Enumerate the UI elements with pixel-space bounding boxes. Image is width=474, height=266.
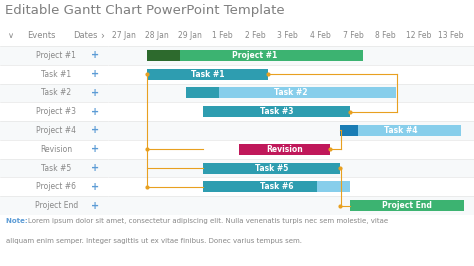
Text: +: +: [91, 50, 99, 60]
Bar: [147, 69, 268, 80]
Text: Editable Gantt Chart PowerPoint Template: Editable Gantt Chart PowerPoint Template: [5, 4, 284, 17]
Bar: [0, 177, 108, 196]
Text: +: +: [91, 182, 99, 192]
Bar: [203, 106, 350, 117]
Bar: [108, 177, 474, 196]
Text: 13 Feb: 13 Feb: [438, 31, 464, 40]
Bar: [108, 102, 474, 121]
Text: +: +: [91, 107, 99, 117]
Text: +: +: [91, 201, 99, 211]
Text: 4 Feb: 4 Feb: [310, 31, 331, 40]
Text: Project #1: Project #1: [232, 51, 278, 60]
Text: Task #4: Task #4: [384, 126, 417, 135]
Bar: [0, 121, 108, 140]
Text: Task #6: Task #6: [260, 182, 293, 191]
Bar: [0, 84, 108, 102]
Bar: [219, 88, 396, 98]
Bar: [186, 88, 219, 98]
Text: 2 Feb: 2 Feb: [245, 31, 265, 40]
Text: Revision: Revision: [40, 145, 72, 154]
Text: 27 Jan: 27 Jan: [112, 31, 137, 40]
Bar: [317, 181, 350, 192]
Text: aliquam enim semper. Integer sagittis ut ex vitae finibus. Donec varius tempus s: aliquam enim semper. Integer sagittis ut…: [6, 238, 301, 244]
Text: Project #4: Project #4: [36, 126, 76, 135]
Bar: [0, 65, 108, 84]
Text: Task #1: Task #1: [191, 70, 224, 79]
Bar: [180, 50, 363, 61]
Text: 8 Feb: 8 Feb: [375, 31, 396, 40]
Text: Project End: Project End: [382, 201, 432, 210]
Bar: [350, 200, 464, 211]
Text: 7 Feb: 7 Feb: [343, 31, 364, 40]
Text: Project #6: Project #6: [36, 182, 76, 191]
Bar: [358, 125, 461, 136]
Text: Task #2: Task #2: [41, 88, 71, 97]
Text: +: +: [91, 163, 99, 173]
Text: +: +: [91, 126, 99, 135]
Text: Revision: Revision: [266, 145, 303, 154]
Text: ∨: ∨: [8, 31, 14, 40]
Text: 29 Jan: 29 Jan: [178, 31, 201, 40]
Bar: [0, 46, 108, 65]
Bar: [0, 102, 108, 121]
Text: ›: ›: [100, 31, 104, 41]
Text: Project End: Project End: [35, 201, 78, 210]
Text: Project #3: Project #3: [36, 107, 76, 116]
Bar: [108, 121, 474, 140]
Bar: [203, 163, 340, 173]
Bar: [147, 50, 180, 61]
Text: 12 Feb: 12 Feb: [406, 31, 431, 40]
Text: 28 Jan: 28 Jan: [145, 31, 169, 40]
Text: Task #5: Task #5: [41, 164, 71, 173]
Bar: [0, 159, 108, 177]
Bar: [108, 140, 474, 159]
Text: Task #1: Task #1: [41, 70, 71, 79]
Text: +: +: [91, 88, 99, 98]
Text: +: +: [91, 144, 99, 154]
Text: Lorem ipsum dolor sit amet, consectetur adipiscing elit. Nulla venenatis turpis : Lorem ipsum dolor sit amet, consectetur …: [28, 218, 389, 224]
Text: Events: Events: [27, 31, 55, 40]
Bar: [108, 159, 474, 177]
Text: +: +: [91, 69, 99, 79]
Text: Note:: Note:: [6, 218, 30, 224]
Text: Task #5: Task #5: [255, 164, 288, 173]
Bar: [340, 125, 358, 136]
Bar: [239, 144, 330, 155]
Text: 3 Feb: 3 Feb: [277, 31, 298, 40]
Bar: [203, 181, 317, 192]
Text: Project #1: Project #1: [36, 51, 76, 60]
Bar: [108, 46, 474, 65]
Bar: [0, 140, 108, 159]
Bar: [108, 196, 474, 215]
Bar: [0, 196, 108, 215]
Text: Dates: Dates: [73, 31, 98, 40]
Bar: [108, 65, 474, 84]
Text: 1 Feb: 1 Feb: [212, 31, 233, 40]
Bar: [108, 84, 474, 102]
Text: Task #2: Task #2: [274, 88, 308, 97]
Text: Task #3: Task #3: [260, 107, 293, 116]
